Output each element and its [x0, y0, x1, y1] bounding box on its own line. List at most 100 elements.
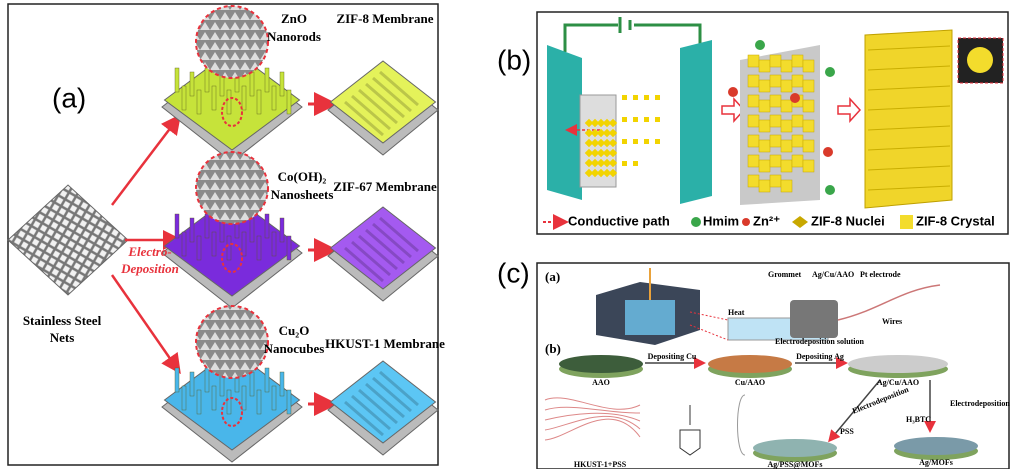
polymer	[544, 406, 641, 414]
annotation: HKUST-1+PSS	[574, 460, 627, 469]
crystal	[747, 174, 760, 188]
nucleus	[644, 117, 649, 122]
nanostructure	[241, 85, 247, 111]
crystal	[791, 114, 804, 128]
membrane-ridge	[372, 76, 412, 113]
membrane-ridge	[372, 376, 412, 413]
sub-label: (b)	[545, 341, 561, 356]
crystal	[758, 159, 771, 173]
nanostructure	[211, 231, 217, 257]
crystal	[802, 79, 815, 93]
membrane-ridge	[344, 246, 384, 283]
zoom-spot	[221, 397, 243, 427]
nanostructure	[196, 389, 202, 415]
panel-label: (a)	[52, 82, 86, 113]
decorations	[7, 3, 1010, 469]
nucleus	[644, 95, 649, 100]
nanostructure	[204, 67, 210, 93]
crystal	[769, 54, 782, 68]
crystal	[791, 154, 804, 168]
nanostructure	[286, 89, 292, 115]
process-arrow	[111, 114, 182, 206]
ion	[728, 87, 738, 97]
crystal	[791, 134, 804, 148]
legend-swatch	[742, 218, 750, 226]
nanostructure	[226, 389, 232, 415]
membrane	[329, 60, 437, 144]
nanostructure	[226, 235, 232, 261]
annotation: Electrodeposition	[851, 385, 910, 416]
crystal	[802, 159, 815, 173]
crystal	[780, 179, 793, 193]
sub-label: (a)	[545, 269, 560, 284]
membrane-ridge	[358, 234, 398, 271]
membrane-ridge	[372, 222, 412, 259]
panel-frame	[7, 3, 439, 466]
legend-swatch	[691, 217, 701, 227]
crystal-edge	[867, 65, 951, 71]
nanostructure	[226, 89, 232, 115]
deposition-label: Electro-	[127, 244, 171, 259]
nucleus	[622, 95, 627, 100]
crystal	[769, 174, 782, 188]
membrane-ridge	[351, 240, 391, 277]
wire	[837, 284, 941, 321]
wire	[563, 23, 702, 52]
membrane-ridge	[365, 82, 405, 119]
substrate-plate	[579, 94, 617, 188]
electrode	[680, 40, 712, 204]
nanostructure	[279, 371, 285, 397]
nanostructure	[174, 367, 180, 393]
structure-bracket	[737, 394, 746, 456]
membrane-ridge	[344, 400, 384, 437]
crystal	[791, 54, 804, 68]
annotation: Grommet	[768, 270, 802, 279]
nanostructure	[249, 217, 255, 243]
nucleus	[655, 95, 660, 100]
nucleus	[633, 95, 638, 100]
ion	[823, 147, 833, 157]
crystal	[780, 79, 793, 93]
nanostructure	[241, 385, 247, 411]
ion	[755, 40, 765, 50]
magnifier	[195, 151, 269, 225]
nanostructure	[196, 89, 202, 115]
steel-label: Nets	[50, 330, 75, 345]
step-arrow	[828, 379, 881, 443]
annotation: Electrodeposition	[950, 399, 1010, 408]
annotation: Depositing Cu	[648, 352, 697, 361]
polymer	[544, 418, 641, 441]
membrane-label: ZIF-8 Membrane	[336, 11, 433, 26]
stage-arrow	[721, 97, 746, 123]
nanostructure	[249, 371, 255, 397]
steel-net	[7, 184, 129, 296]
crystal	[802, 139, 815, 153]
crystal	[758, 99, 771, 113]
pss-formula	[679, 405, 701, 456]
crystal	[769, 74, 782, 88]
nanostructure	[211, 385, 217, 411]
crystal-edge	[867, 165, 951, 171]
material-label: Nanocubes	[264, 341, 325, 356]
nanostructure	[189, 371, 195, 397]
crystal	[802, 99, 815, 113]
nanostructure	[181, 85, 187, 111]
crystal-film	[864, 29, 953, 209]
annotation: Cu/AAO	[735, 378, 765, 387]
nanostructure	[189, 71, 195, 97]
nucleus	[633, 139, 638, 144]
legend-label: Hmim	[703, 213, 739, 228]
crystal	[747, 94, 760, 108]
crystal	[780, 119, 793, 133]
material-label: ZnO	[281, 11, 307, 26]
crystal	[780, 99, 793, 113]
legend-label: ZIF-8 Crystal	[916, 213, 995, 228]
legend-label: Conductive path	[568, 213, 670, 228]
nanostructure	[286, 235, 292, 261]
nanostructure	[256, 235, 262, 261]
nanostructure	[256, 389, 262, 415]
legend-label: ZIF-8 Nuclei	[811, 213, 885, 228]
panel-frame	[536, 11, 1009, 235]
membrane-label: HKUST-1 Membrane	[325, 336, 445, 351]
